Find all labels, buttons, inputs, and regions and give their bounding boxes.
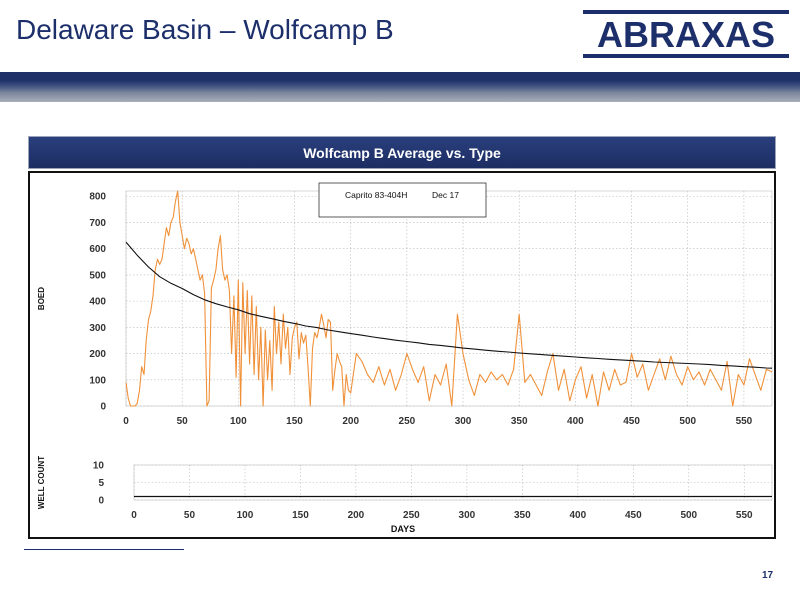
y-axis-label: WELL COUNT [37,456,46,509]
x-tick-label: 0 [131,510,137,521]
x-tick-label: 200 [348,510,365,521]
x-tick-label: 450 [625,510,642,521]
y-tick-label: 10 [93,461,105,472]
y-axis-label: BOED [37,287,46,310]
chart-header: Wolfcamp B Average vs. Type [28,136,776,169]
y-tick-label: 700 [89,218,106,229]
y-tick-label: 5 [98,478,104,489]
x-tick-label: 50 [177,416,189,427]
chart-frame: 0 50 100 150 200 250 300 350 400 450 500 550 0 100 200… [28,171,776,539]
footer-line [24,549,184,550]
y-tick-label: 200 [89,349,106,360]
slide-title: Delaware Basin – Wolfcamp B [16,14,394,45]
y-tick-label: 0 [98,496,104,507]
chart-area: 0 50 100 150 200 250 300 350 400 450 500 5500100200… [37,182,773,534]
header-band [0,72,800,102]
y-tick-label: 600 [89,244,106,255]
x-tick-label: 150 [286,416,303,427]
x-tick-label: 400 [569,510,586,521]
type-curve-line [125,241,773,369]
x-tick-label: 250 [399,416,416,427]
x-tick-label: 250 [403,510,420,521]
x-axis-label: DAYS [391,524,415,534]
x-tick-label: 200 [342,416,359,427]
actual-production-line [125,190,773,407]
x-tick-label: 300 [455,416,472,427]
plot-border-0 [125,190,773,407]
y-tick-label: 100 [89,375,106,386]
x-tick-label: 300 [459,510,476,521]
y-tick-label: 500 [89,270,106,281]
x-tick-label: 500 [680,510,697,521]
x-tick-label: 400 [567,416,584,427]
abraxas-logo: ABRAXAS [583,10,789,58]
y-tick-label: 300 [89,323,106,334]
x-tick-label: 100 [230,416,247,427]
x-tick-label: 350 [511,416,528,427]
x-tick-label: 350 [514,510,531,521]
x-tick-label: 100 [237,510,254,521]
y-tick-label: 800 [89,192,106,203]
legend-box [318,182,487,218]
x-tick-label: 550 [736,510,753,521]
legend-entry-date: Dec 17 [432,190,459,200]
y-tick-label: 0 [100,402,106,413]
x-tick-label: 450 [623,416,640,427]
x-tick-label: 150 [292,510,309,521]
legend-entry-well: Caprito 83-404H [345,190,407,200]
x-tick-label: 550 [736,416,753,427]
y-tick-label: 400 [89,297,106,308]
x-tick-label: 500 [679,416,696,427]
logo-text: ABRAXAS [597,14,775,55]
chart-header-title: Wolfcamp B Average vs. Type [303,144,501,161]
page-number: 17 [762,570,774,581]
x-tick-label: 0 [123,416,129,427]
x-tick-label: 50 [184,510,196,521]
